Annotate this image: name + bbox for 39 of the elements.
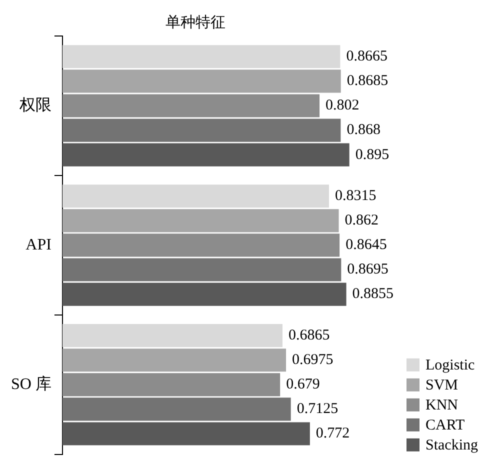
- legend-label: KNN: [426, 397, 458, 414]
- data-label: 0.802: [326, 98, 360, 114]
- data-label: 0.862: [344, 212, 379, 229]
- bar: [62, 94, 320, 118]
- bar: [62, 398, 291, 421]
- y-tick-label: API: [26, 236, 52, 254]
- bar: [62, 324, 283, 348]
- data-label: 0.8665: [346, 48, 388, 65]
- bar: [62, 282, 346, 306]
- legend-label: SVM: [426, 377, 458, 394]
- bar: [62, 348, 286, 372]
- y-tick-label: 权限: [18, 96, 52, 114]
- data-label: 0.868: [346, 122, 380, 138]
- bar: [62, 234, 340, 257]
- bar: [62, 118, 341, 142]
- legend-label: Stacking: [426, 437, 478, 454]
- bar: [62, 70, 341, 93]
- bar: [62, 209, 339, 232]
- bar: [62, 143, 350, 166]
- data-label: 0.7125: [296, 401, 338, 418]
- data-label: 0.8855: [352, 286, 394, 302]
- bar: [62, 373, 280, 396]
- legend-label: CART: [426, 417, 465, 434]
- data-label: 0.679: [286, 376, 320, 393]
- data-label: 0.772: [316, 426, 350, 442]
- data-label: 0.8645: [346, 237, 387, 254]
- bar: [62, 258, 342, 282]
- legend-label: Logistic: [426, 357, 476, 374]
- data-label: 0.8695: [347, 262, 388, 278]
- data-label: 0.8315: [334, 188, 376, 204]
- data-label: 0.6865: [288, 328, 330, 344]
- y-tick-label: SO 库: [11, 374, 52, 393]
- bar: [62, 184, 329, 208]
- data-label: 0.8685: [346, 73, 388, 90]
- chart-title: 单种特征: [166, 14, 226, 31]
- data-label: 0.6975: [292, 352, 334, 368]
- data-label: 0.895: [355, 146, 390, 163]
- bar: [62, 422, 310, 446]
- bar: [62, 45, 340, 68]
